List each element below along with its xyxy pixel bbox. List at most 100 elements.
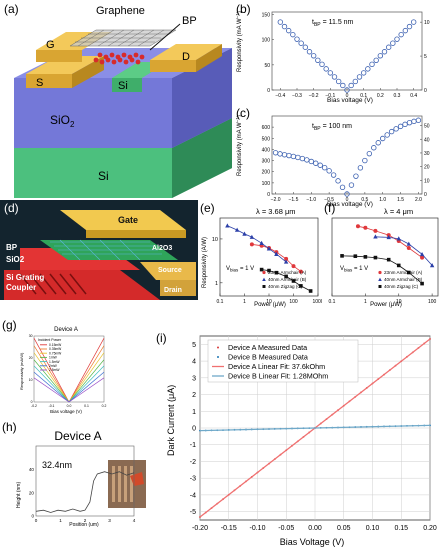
svg-b-ytick-label-3: 150 [262, 13, 271, 19]
svg-f-point-0-0 [355, 224, 360, 229]
svg-c-point-19 [357, 165, 364, 171]
svg-f-point-2-4 [386, 257, 391, 262]
svg-b-xtick-label-2: −0.2 [309, 93, 319, 99]
svg-c-point-0 [272, 150, 279, 156]
svg-f-legend-marker-2 [378, 285, 382, 288]
svg-b-point-20 [360, 70, 367, 76]
svg-b-xtick-label-0: −0.4 [275, 93, 285, 99]
chart-e: (e) λ = 3.68 μm Vbias = 1 V Responsivity… [200, 201, 322, 308]
svg-i-xtick-label-0: -0.20 [192, 525, 208, 532]
sio2-d-label: SiO2 [6, 255, 25, 264]
svg-i-ytick-label-7: 2 [192, 392, 196, 399]
svg-e-point-0-0 [249, 242, 254, 247]
gate-label: Gate [118, 215, 138, 225]
svg-c-point-5 [295, 154, 301, 161]
svg-h-xtick-label-1: 1 [59, 518, 62, 523]
svg-c-ytick-label-4: 400 [262, 147, 271, 153]
svg-b-point-9 [315, 57, 321, 64]
svg-b-xtick-label-6: 0.2 [377, 93, 384, 99]
chart-h: (h) Device A 32.4nm Height (nm) Position… [2, 420, 146, 528]
svg-e-point-0-5 [291, 264, 296, 269]
svg-i-legend-swatch-1 [217, 356, 219, 358]
panel-a-label: (a) [4, 2, 19, 16]
chart-c-annotation: tBP = 100 nm [312, 123, 352, 132]
svg-e-point-0-4 [284, 256, 289, 261]
svg-e-xtick-label-4: 1000 [312, 299, 322, 305]
panel-h-label: (h) [2, 420, 17, 434]
svg-c-xtick-label-4: 0 [346, 197, 349, 203]
svg-g-legend-label-0: 0.15mW [49, 343, 62, 347]
svg-i-legend-swatch-0 [217, 346, 219, 349]
svg-i-xtick-label-4: 0.00 [308, 525, 322, 532]
svg-h-xtick-label-0: 0 [35, 518, 38, 523]
svg-b-point-16 [344, 87, 350, 93]
svg-b-xtick-label-8: 0.4 [410, 93, 417, 99]
svg-g-legend-title: Incident Power [38, 338, 62, 342]
svg-c-xtick-label-2: −1.0 [306, 197, 316, 203]
svg-e-xtick-label-2: 10 [266, 299, 272, 305]
svg-b-point-24 [377, 53, 384, 59]
svg-b-point-11 [323, 66, 329, 72]
svg-c-point-18 [353, 173, 359, 179]
sio2-label: SiO2 [50, 113, 75, 129]
svg-i-legend-label-3: Device B Linear Fit: 1.28MOhm [228, 372, 328, 381]
svg-c-point-14 [335, 178, 341, 184]
panel-f-label: (f) [324, 201, 335, 215]
svg-g-frame [33, 335, 105, 403]
svg-f-point-0-2 [373, 228, 378, 233]
svg-i-ytick-label-4: -1 [190, 442, 196, 449]
svg-c-point-2 [281, 152, 288, 158]
svg-i-ytick-label-8: 3 [192, 375, 196, 382]
svg-b-y2tick-label-1: 5 [424, 54, 427, 60]
panel-f: (f) λ = 4 μm Vbias = 1 V Power (μW) 0.1 1… [322, 200, 442, 308]
svg-c-point-15 [339, 184, 346, 191]
svg-b-y2tick-label-0: 0 [424, 88, 427, 94]
svg-e-point-1-7 [283, 259, 289, 264]
chart-f-lambda: λ = 4 μm [384, 207, 413, 216]
svg-g-series-line-6 [33, 377, 105, 403]
svg-b-point-32 [410, 19, 417, 25]
svg-c-point-31 [411, 118, 417, 125]
svg-g-legend-label-1: 0.35mW [49, 347, 62, 351]
svg-c-point-30 [406, 119, 413, 126]
svg-f-point-2-0 [340, 254, 344, 258]
svg-c-point-17 [348, 182, 355, 188]
svg-c-y2tick-label-3: 30 [424, 151, 430, 157]
svg-f-legend-label-2: 40nm Zigzag (C) [384, 284, 419, 289]
svg-c-point-23 [375, 140, 381, 146]
svg-h-xtick-label-3: 3 [108, 518, 111, 523]
si-substrate-label: Si [98, 169, 109, 183]
svg-c-point-20 [362, 157, 368, 164]
svg-b-point-23 [373, 57, 379, 64]
chart-h-title: Device A [54, 429, 101, 443]
panel-d-label: (d) [4, 201, 19, 215]
svg-f-fit-line-1 [375, 236, 433, 266]
chart-i: (i) Dark Current (μA) Bias Voltage (V) -… [156, 331, 437, 547]
source-s-label: S [36, 77, 43, 89]
svg-c-xtick-label-7: 1.5 [397, 197, 404, 203]
svg-e-legend-marker-0 [262, 270, 266, 275]
panel-i-label: (i) [156, 331, 167, 345]
panel-c: (c) tBP = 100 nm Responsivity (mA W−1) B… [232, 104, 442, 208]
svg-i-xtick-label-3: -0.05 [278, 525, 294, 532]
svg-e-point-2-1 [267, 268, 271, 273]
svg-c-y2tick-label-4: 40 [424, 137, 430, 143]
svg-c-ytick-label-2: 200 [262, 170, 271, 176]
svg-c-y2tick-label-1: 10 [424, 178, 430, 184]
svg-g-ytick-label-1: 10 [29, 378, 33, 382]
svg-e-legend-marker-1 [262, 277, 266, 281]
svg-c-point-8 [308, 158, 314, 165]
svg-e-point-2-2 [274, 270, 279, 275]
svg-f-point-0-1 [363, 225, 368, 230]
svg-c-ytick-label-6: 600 [262, 125, 271, 131]
svg-e-point-1-2 [242, 231, 247, 236]
chart-i-xlabel: Bias Voltage (V) [280, 537, 345, 547]
svg-b-ytick-label-0: 0 [267, 88, 270, 94]
svg-b-point-10 [319, 61, 325, 68]
svg-b-point-1 [281, 23, 288, 30]
svg-b-xtick-label-3: −0.1 [325, 93, 335, 99]
svg-g-legend-label-6: 2.5mW [49, 368, 60, 372]
chart-b-xlabel: Bias voltage (V) [327, 97, 373, 104]
svg-e-point-2-5 [299, 284, 303, 288]
svg-f-frame [331, 217, 439, 297]
